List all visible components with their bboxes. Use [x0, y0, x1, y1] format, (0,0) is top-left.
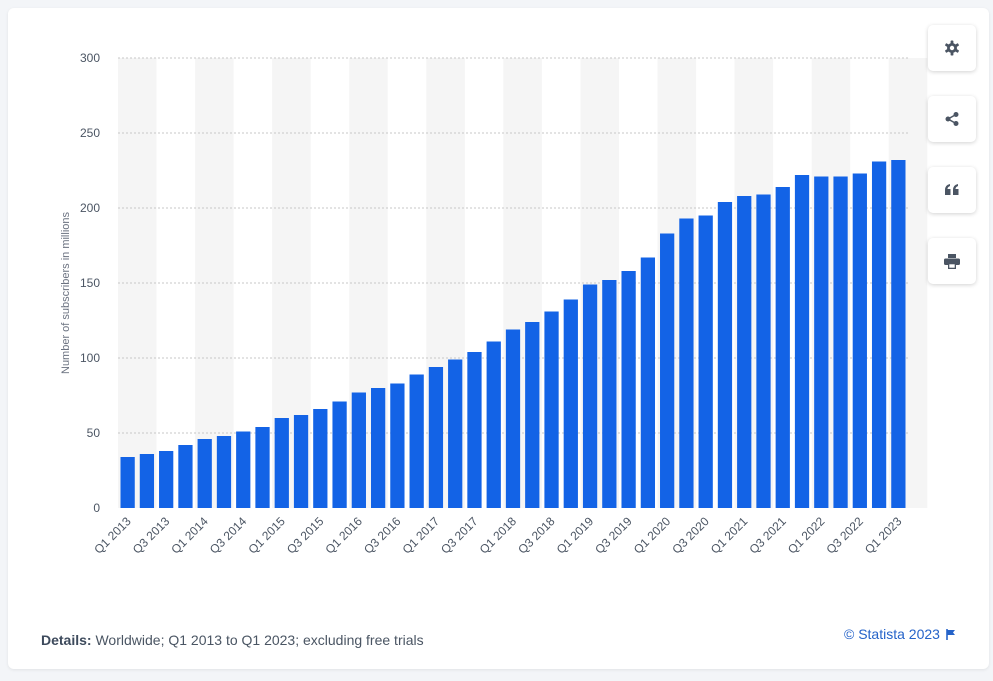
x-tick-label: Q1 2013 — [91, 514, 134, 557]
bar[interactable] — [852, 173, 867, 509]
x-tick-label: Q3 2021 — [746, 514, 789, 557]
bar[interactable] — [159, 451, 174, 508]
bar[interactable] — [255, 427, 270, 508]
bar[interactable] — [737, 196, 752, 508]
x-tick-label: Q3 2015 — [284, 514, 327, 557]
y-tick-label: 100 — [80, 351, 100, 365]
x-tick-label: Q1 2022 — [785, 514, 828, 557]
bar[interactable] — [216, 436, 232, 508]
share-button[interactable] — [928, 96, 976, 142]
bar[interactable] — [794, 175, 810, 508]
y-tick-label: 150 — [80, 276, 100, 290]
y-tick-label: 250 — [80, 126, 100, 140]
bar[interactable] — [448, 359, 463, 509]
bar[interactable] — [833, 176, 848, 509]
bar[interactable] — [544, 311, 559, 509]
x-tick-label: Q1 2023 — [862, 514, 905, 557]
bar[interactable] — [370, 388, 386, 508]
y-tick-label: 0 — [93, 501, 100, 515]
x-tick-label: Q3 2016 — [361, 514, 404, 557]
bar[interactable] — [120, 457, 135, 508]
bar[interactable] — [756, 194, 771, 509]
print-button[interactable] — [928, 238, 976, 284]
bar[interactable] — [525, 322, 540, 508]
bar[interactable] — [698, 215, 713, 509]
x-tick-label: Q1 2019 — [554, 514, 597, 557]
y-axis-title: Number of subscribers in millions — [60, 212, 72, 374]
x-tick-label: Q1 2016 — [323, 514, 366, 557]
bar[interactable] — [640, 257, 656, 509]
share-icon — [945, 112, 959, 126]
y-tick-label: 200 — [80, 201, 100, 215]
toolbar — [928, 25, 976, 309]
settings-button[interactable] — [928, 25, 976, 71]
x-tick-label: Q3 2020 — [669, 514, 712, 557]
x-tick-label: Q3 2022 — [823, 514, 866, 557]
x-tick-label: Q1 2015 — [245, 514, 288, 557]
x-tick-label: Q1 2018 — [477, 514, 520, 557]
bar[interactable] — [505, 329, 521, 509]
bar[interactable] — [409, 374, 424, 509]
bar[interactable] — [236, 431, 251, 509]
details-text: Worldwide; Q1 2013 to Q1 2023; excluding… — [95, 632, 424, 648]
x-tick-label: Q1 2014 — [168, 514, 211, 557]
bar[interactable] — [563, 299, 578, 509]
bar[interactable] — [717, 202, 733, 508]
bar[interactable] — [428, 367, 444, 508]
y-tick-label: 50 — [87, 426, 101, 440]
statista-credit-link[interactable]: © Statista 2023 — [844, 626, 956, 642]
bar[interactable] — [313, 409, 328, 508]
x-tick-label: Q3 2018 — [515, 514, 558, 557]
x-tick-label: Q3 2017 — [438, 514, 481, 557]
bar[interactable] — [679, 218, 694, 509]
gear-icon — [945, 40, 959, 56]
bar[interactable] — [351, 392, 366, 509]
bar[interactable] — [274, 418, 289, 508]
bar[interactable] — [178, 445, 193, 508]
bar[interactable] — [775, 187, 790, 508]
x-tick-label: Q3 2013 — [130, 514, 173, 557]
bar[interactable] — [139, 454, 155, 508]
bar[interactable] — [602, 280, 617, 508]
print-icon — [944, 253, 960, 269]
flag-icon — [946, 628, 955, 640]
bar[interactable] — [467, 352, 482, 508]
chart-card: 0 50 100 150 200 250 300 Q1 2013 Q3 2013 Q1 2014… — [8, 8, 989, 669]
bar[interactable] — [871, 161, 887, 509]
bar[interactable] — [814, 176, 829, 509]
quote-icon — [945, 184, 959, 195]
bar[interactable] — [582, 284, 598, 509]
bars — [120, 160, 906, 509]
x-tick-label: Q1 2021 — [708, 514, 751, 557]
x-tick-label: Q1 2017 — [400, 514, 443, 557]
bar[interactable] — [486, 341, 501, 509]
x-tick-label: Q3 2019 — [592, 514, 635, 557]
bar[interactable] — [293, 415, 309, 508]
credit-text: © Statista 2023 — [844, 626, 940, 642]
bar[interactable] — [891, 160, 906, 508]
details-label: Details: — [41, 632, 92, 648]
y-tick-label: 300 — [80, 51, 100, 65]
bar[interactable] — [390, 383, 405, 509]
bar[interactable] — [197, 439, 212, 508]
bar[interactable] — [621, 271, 636, 508]
cite-button[interactable] — [928, 167, 976, 213]
bar[interactable] — [332, 401, 347, 509]
x-tick-label: Q3 2014 — [207, 514, 250, 557]
bar[interactable] — [660, 233, 675, 509]
x-tick-label: Q1 2020 — [631, 514, 674, 557]
y-axis-tick-labels: 0 50 100 150 200 250 300 — [80, 51, 100, 515]
details-note: Details: Worldwide; Q1 2013 to Q1 2023; … — [41, 632, 424, 648]
